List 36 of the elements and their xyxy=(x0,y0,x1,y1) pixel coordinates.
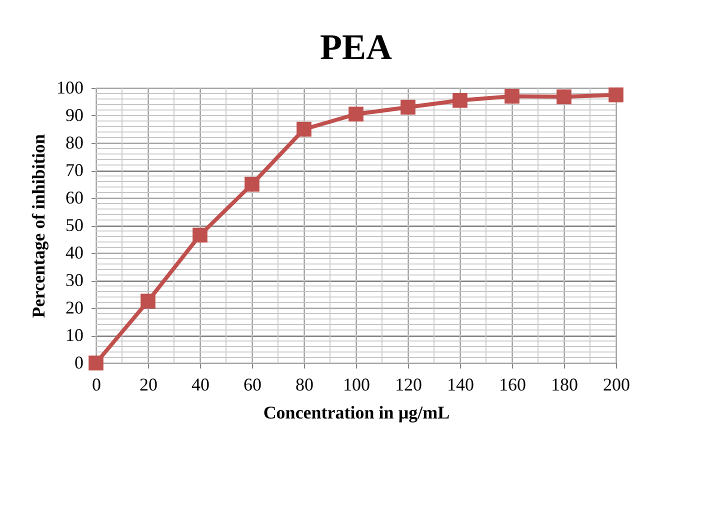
y-tick-label: 100 xyxy=(56,78,84,98)
point xyxy=(348,106,364,122)
x-axis-title: Concentration in µg/mL xyxy=(263,402,450,422)
point xyxy=(296,122,312,137)
x-tick-label: 120 xyxy=(395,374,422,394)
y-tick-label: 80 xyxy=(66,132,84,152)
point xyxy=(504,88,520,104)
y-tick-label: 90 xyxy=(66,105,84,125)
point xyxy=(88,356,104,370)
y-tick-label: 30 xyxy=(66,270,84,290)
y-tick-label: 50 xyxy=(66,215,84,235)
y-tick-label: 20 xyxy=(66,298,84,318)
point xyxy=(192,228,208,243)
x-tick-label: 40 xyxy=(192,374,210,394)
x-tick-label: 180 xyxy=(551,374,578,394)
y-tick-label: 60 xyxy=(66,188,84,208)
y-tick-label: 10 xyxy=(66,325,84,345)
x-tick-label: 0 xyxy=(92,374,101,394)
x-tick-label: 200 xyxy=(603,374,630,394)
x-tick-label: 80 xyxy=(296,374,314,394)
x-tick-label: 160 xyxy=(499,374,526,394)
y-tick-label: 40 xyxy=(66,242,84,262)
x-tick-label: 20 xyxy=(140,374,158,394)
x-tick-label: 140 xyxy=(447,374,474,394)
y-tick-label: 0 xyxy=(74,352,84,372)
point xyxy=(400,100,416,115)
point xyxy=(140,294,156,309)
x-tick-label: 100 xyxy=(343,374,370,394)
chart-title: PEA xyxy=(320,27,392,67)
point xyxy=(244,176,260,192)
y-axis-title: Percentage of inhibition xyxy=(28,134,48,318)
x-tick-label: 60 xyxy=(244,374,262,394)
point xyxy=(556,89,572,104)
point xyxy=(608,87,624,102)
point xyxy=(452,92,468,108)
y-tick-label: 70 xyxy=(66,160,84,180)
